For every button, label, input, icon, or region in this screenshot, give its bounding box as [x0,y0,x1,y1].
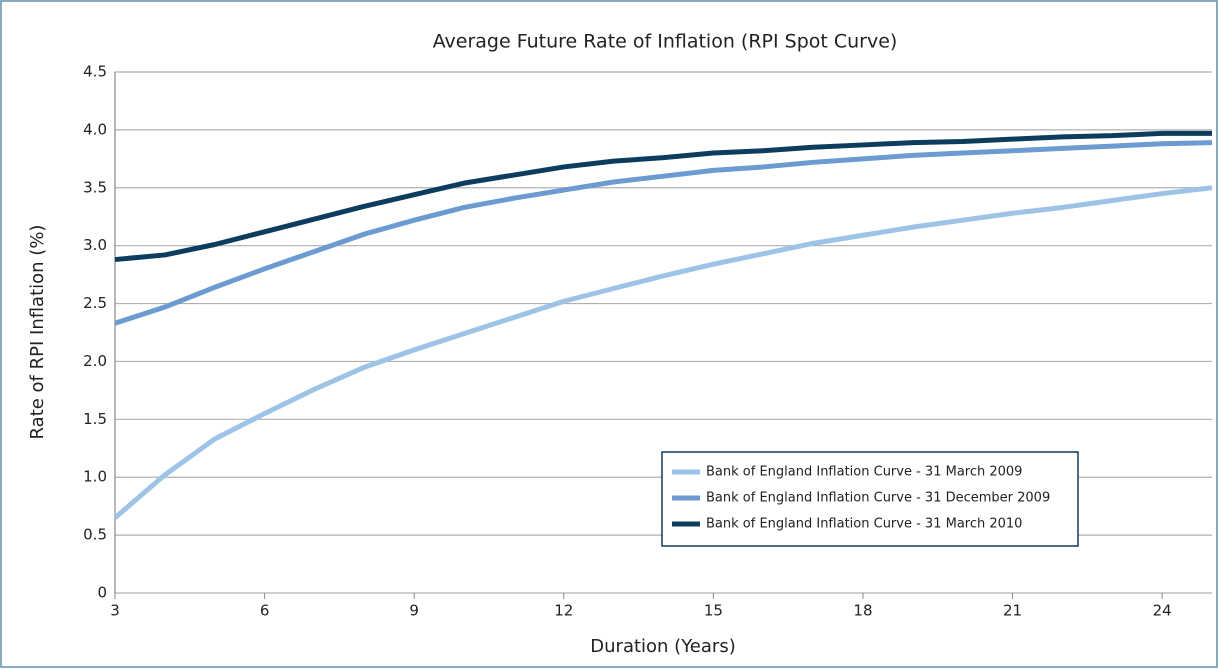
legend-label: Bank of England Inflation Curve - 31 Mar… [706,465,1022,480]
y-tick-label: 2.5 [83,294,107,312]
x-tick-label: 24 [1153,602,1172,620]
x-tick-label: 3 [110,602,120,620]
line [113,185,1213,520]
y-tick-label: 3.0 [83,236,107,254]
chart-title: Average Future Rate of Inflation (RPI Sp… [433,31,898,53]
y-tick-label: 3.5 [83,178,107,196]
legend-label: Bank of England Inflation Curve - 31 Mar… [706,517,1022,532]
line [114,130,1212,263]
y-tick-label: 0 [97,584,107,602]
legend: Bank of England Inflation Curve - 31 Mar… [661,451,1079,547]
x-tick-label: 21 [1003,602,1022,620]
y-tick-label: 2.0 [83,352,107,370]
y-tick-label: 1.5 [83,410,107,428]
x-tick-label: 15 [704,602,723,620]
y-axis-label: Rate of RPI Inflation (%) [27,225,48,440]
y-tick-label: 4.5 [83,63,107,81]
x-tick-label: 12 [554,602,573,620]
x-tick-label: 18 [853,602,872,620]
y-tick-label: 0.5 [83,526,107,544]
x-tick-label: 9 [409,602,419,620]
line [114,140,1213,326]
legend-label: Bank of England Inflation Curve - 31 Dec… [706,491,1050,506]
y-tick-label: 4.0 [83,120,107,138]
x-tick-label: 6 [260,602,270,620]
y-tick-label: 1.0 [83,468,107,486]
legend-box [661,451,1079,547]
x-axis-label: Duration (Years) [590,636,735,657]
